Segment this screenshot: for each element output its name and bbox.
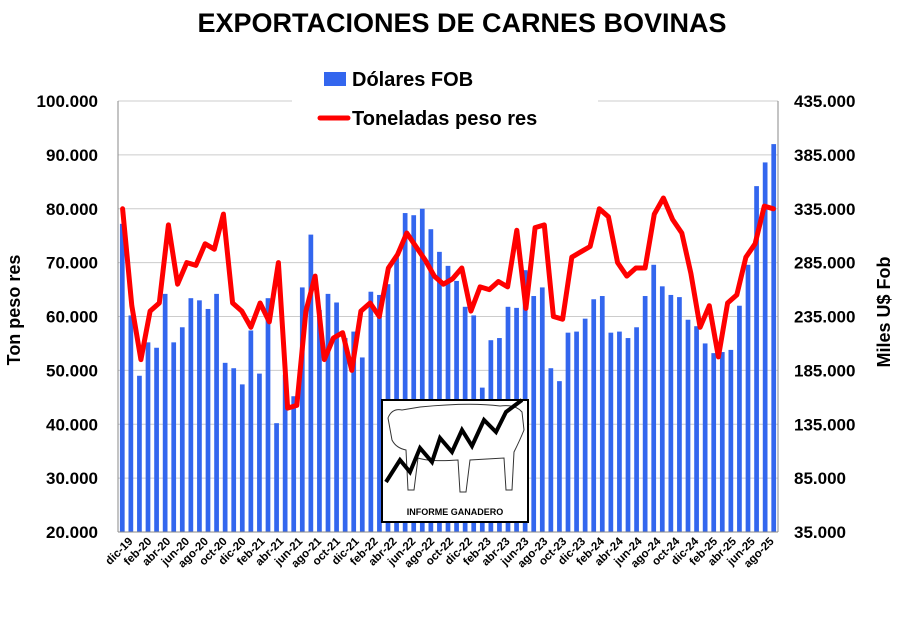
bar [531,296,537,532]
bar [668,294,674,532]
bar [608,332,614,532]
bar [539,287,545,532]
y-tick-label-left: 30.000 [46,469,98,488]
bar [119,223,125,532]
bar [334,302,339,532]
bar [239,384,245,532]
legend-label-line: Toneladas peso res [352,108,537,130]
informe-ganadero-logo: INFORME GANADERO [381,398,529,523]
bar [137,375,142,532]
y-axis-label-left: Ton peso res [4,255,24,366]
bar [342,338,348,532]
bar [445,265,451,532]
bar [179,327,185,532]
bar [411,215,417,532]
y-tick-label-right: 335.000 [794,200,855,219]
bar [574,331,579,532]
legend-label-bars: Dólares FOB [352,69,473,91]
bar [599,296,605,532]
bar [771,144,777,532]
logo-caption: INFORME GANADERO [407,507,504,517]
y-tick-label-right: 35.000 [794,523,846,542]
line-series [120,195,776,411]
bar [317,310,322,532]
bar [291,396,297,532]
y-tick-label-right: 185.000 [794,361,855,380]
bar [719,352,725,532]
y-tick-label-right: 235.000 [794,308,855,327]
bar [325,293,331,532]
bar [274,423,279,532]
bar [257,373,262,532]
bar [282,374,288,532]
y-tick-label-right: 285.000 [794,254,855,273]
bar [359,357,365,532]
y-tick-label-right: 435.000 [794,92,855,111]
bar [728,349,734,532]
bar [231,368,237,532]
y-tick-label-left: 20.000 [46,523,98,542]
bar [711,353,717,532]
y-axis-label-right: Miles U$ Fob [874,256,894,367]
bar [591,299,597,532]
bar [377,294,382,532]
legend: Dólares FOB Toneladas peso res [292,62,598,140]
bar [128,315,134,532]
bar [402,213,408,532]
bar [677,297,682,532]
bar [437,251,442,532]
bar [197,300,202,532]
y-tick-label-left: 90.000 [46,146,98,165]
bar [634,327,639,532]
bar [248,330,254,532]
y-tick-label-left: 100.000 [37,92,98,111]
bar [265,298,271,532]
y-tick-label-left: 80.000 [46,200,98,219]
legend-swatch-bars [324,72,346,86]
bar [299,287,305,532]
bar [565,332,571,532]
y-tick-label-right: 85.000 [794,469,846,488]
bar [368,291,374,532]
bar [308,234,314,533]
bar [762,162,768,533]
y-tick-label-left: 40.000 [46,415,98,434]
bar [419,208,425,532]
bar [557,381,562,532]
bar [625,338,631,532]
bar [617,331,622,532]
bar [745,264,751,532]
bar [548,368,554,532]
line-toneladas [120,195,776,411]
bar [737,305,742,532]
bar [394,257,399,532]
bar [188,298,194,532]
bar [205,308,211,532]
y-tick-label-right: 135.000 [794,415,855,434]
bar [171,342,177,532]
bar [642,296,648,532]
bar [694,326,699,532]
y-tick-label-left: 70.000 [46,254,98,273]
bar [214,293,219,532]
bar [659,286,665,532]
bar [145,342,151,532]
bar [651,264,657,532]
bar [428,229,434,532]
bar [685,319,691,532]
bar [222,362,228,532]
bar [154,347,159,532]
y-tick-label-right: 385.000 [794,146,855,165]
bar [702,343,708,532]
y-tick-label-left: 50.000 [46,361,98,380]
bar [754,186,759,532]
bar [582,318,588,532]
bar [351,331,357,532]
y-tick-label-left: 60.000 [46,308,98,327]
bar [162,293,168,532]
chart-title: EXPORTACIONES DE CARNES BOVINAS [197,8,726,38]
